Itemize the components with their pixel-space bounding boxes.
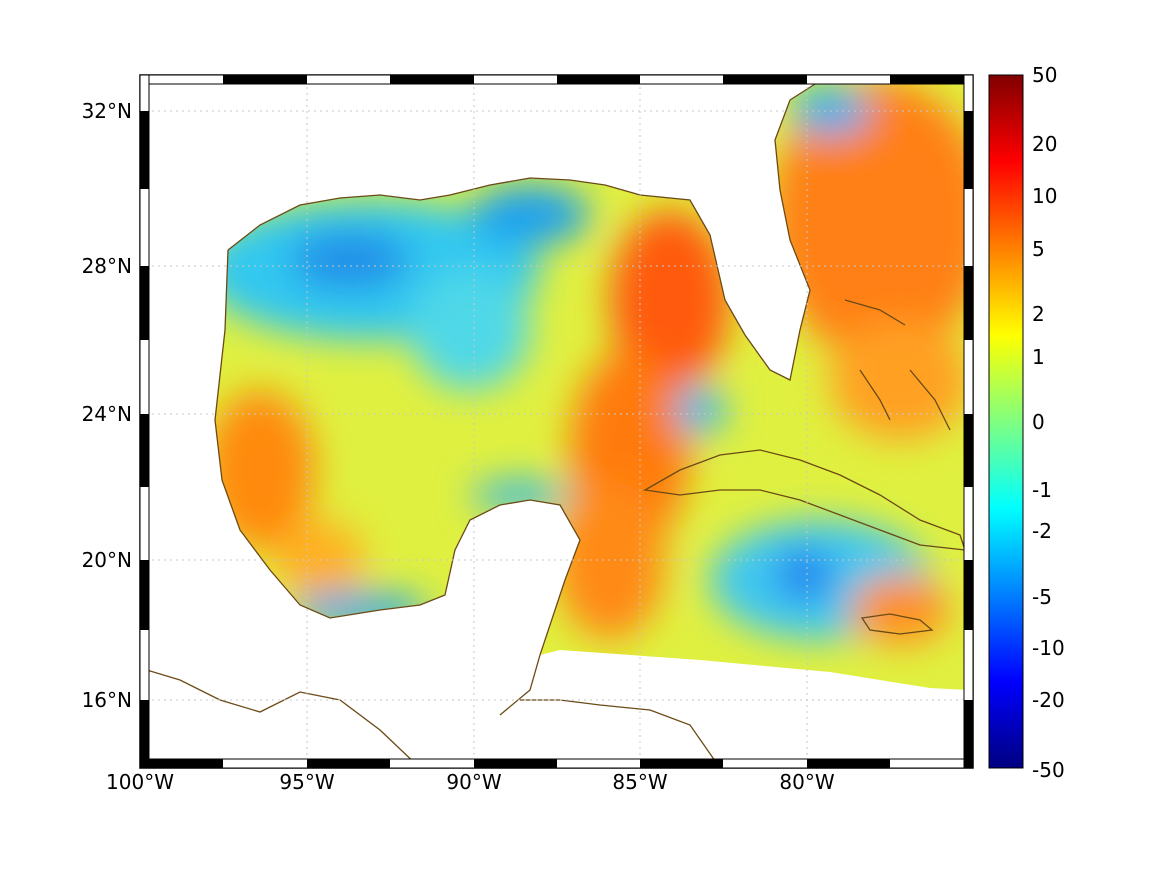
colorbar-tick-label: 10 bbox=[1032, 184, 1057, 208]
lon-tick-label: 85°W bbox=[612, 770, 667, 794]
coastlines bbox=[140, 83, 966, 768]
colorbar-ramp bbox=[988, 74, 1024, 769]
colorbar-tick-label: 50 bbox=[1032, 63, 1057, 87]
colorbar-tick-label: -20 bbox=[1032, 688, 1065, 712]
colorbar-tick-label: -10 bbox=[1032, 636, 1065, 660]
colorbar-tick-label: 20 bbox=[1032, 132, 1057, 156]
lat-tick-label: 28°N bbox=[82, 254, 132, 278]
colorbar-tick-label: -1 bbox=[1032, 478, 1052, 502]
colorbar-tick-label: 0 bbox=[1032, 410, 1045, 434]
lon-tick-labels: 100°W 95°W 90°W 85°W 80°W bbox=[106, 770, 835, 794]
lat-tick-label: 16°N bbox=[82, 688, 132, 712]
lat-tick-label: 24°N bbox=[82, 402, 132, 426]
lon-tick-label: 95°W bbox=[279, 770, 334, 794]
colorbar-tick-label: 5 bbox=[1032, 237, 1045, 261]
lat-tick-label: 20°N bbox=[82, 548, 132, 572]
lat-tick-label: 32°N bbox=[82, 99, 132, 123]
colorbar-tick-label: -2 bbox=[1032, 519, 1052, 543]
data-field bbox=[215, 84, 968, 690]
lon-tick-label: 100°W bbox=[106, 770, 174, 794]
colorbar-tick-label: 1 bbox=[1032, 345, 1045, 369]
graticule bbox=[140, 75, 973, 768]
lon-tick-label: 90°W bbox=[446, 770, 501, 794]
map-frame bbox=[139, 74, 974, 769]
central-america-coastline bbox=[140, 667, 421, 768]
bahamas-coastline bbox=[844, 299, 951, 431]
cuba-coastline bbox=[643, 449, 966, 551]
colorbar: 50 20 10 5 2 1 0 -1 -2 -5 -10 -20 -50 bbox=[988, 63, 1065, 782]
gulf-coastline bbox=[227, 83, 816, 381]
jamaica-coastline bbox=[860, 613, 934, 635]
colorbar-tick-labels: 50 20 10 5 2 1 0 -1 -2 -5 -10 -20 -50 bbox=[1032, 63, 1065, 782]
colorbar-tick-label: -5 bbox=[1032, 585, 1052, 609]
colorbar-tick-label: -50 bbox=[1032, 758, 1065, 782]
lat-tick-labels: 32°N 28°N 24°N 20°N 16°N bbox=[82, 99, 132, 712]
colorbar-tick-label: 2 bbox=[1032, 302, 1045, 326]
mexico-coastline bbox=[214, 249, 581, 716]
honduras-coastline bbox=[520, 699, 721, 768]
lon-tick-label: 80°W bbox=[779, 770, 834, 794]
